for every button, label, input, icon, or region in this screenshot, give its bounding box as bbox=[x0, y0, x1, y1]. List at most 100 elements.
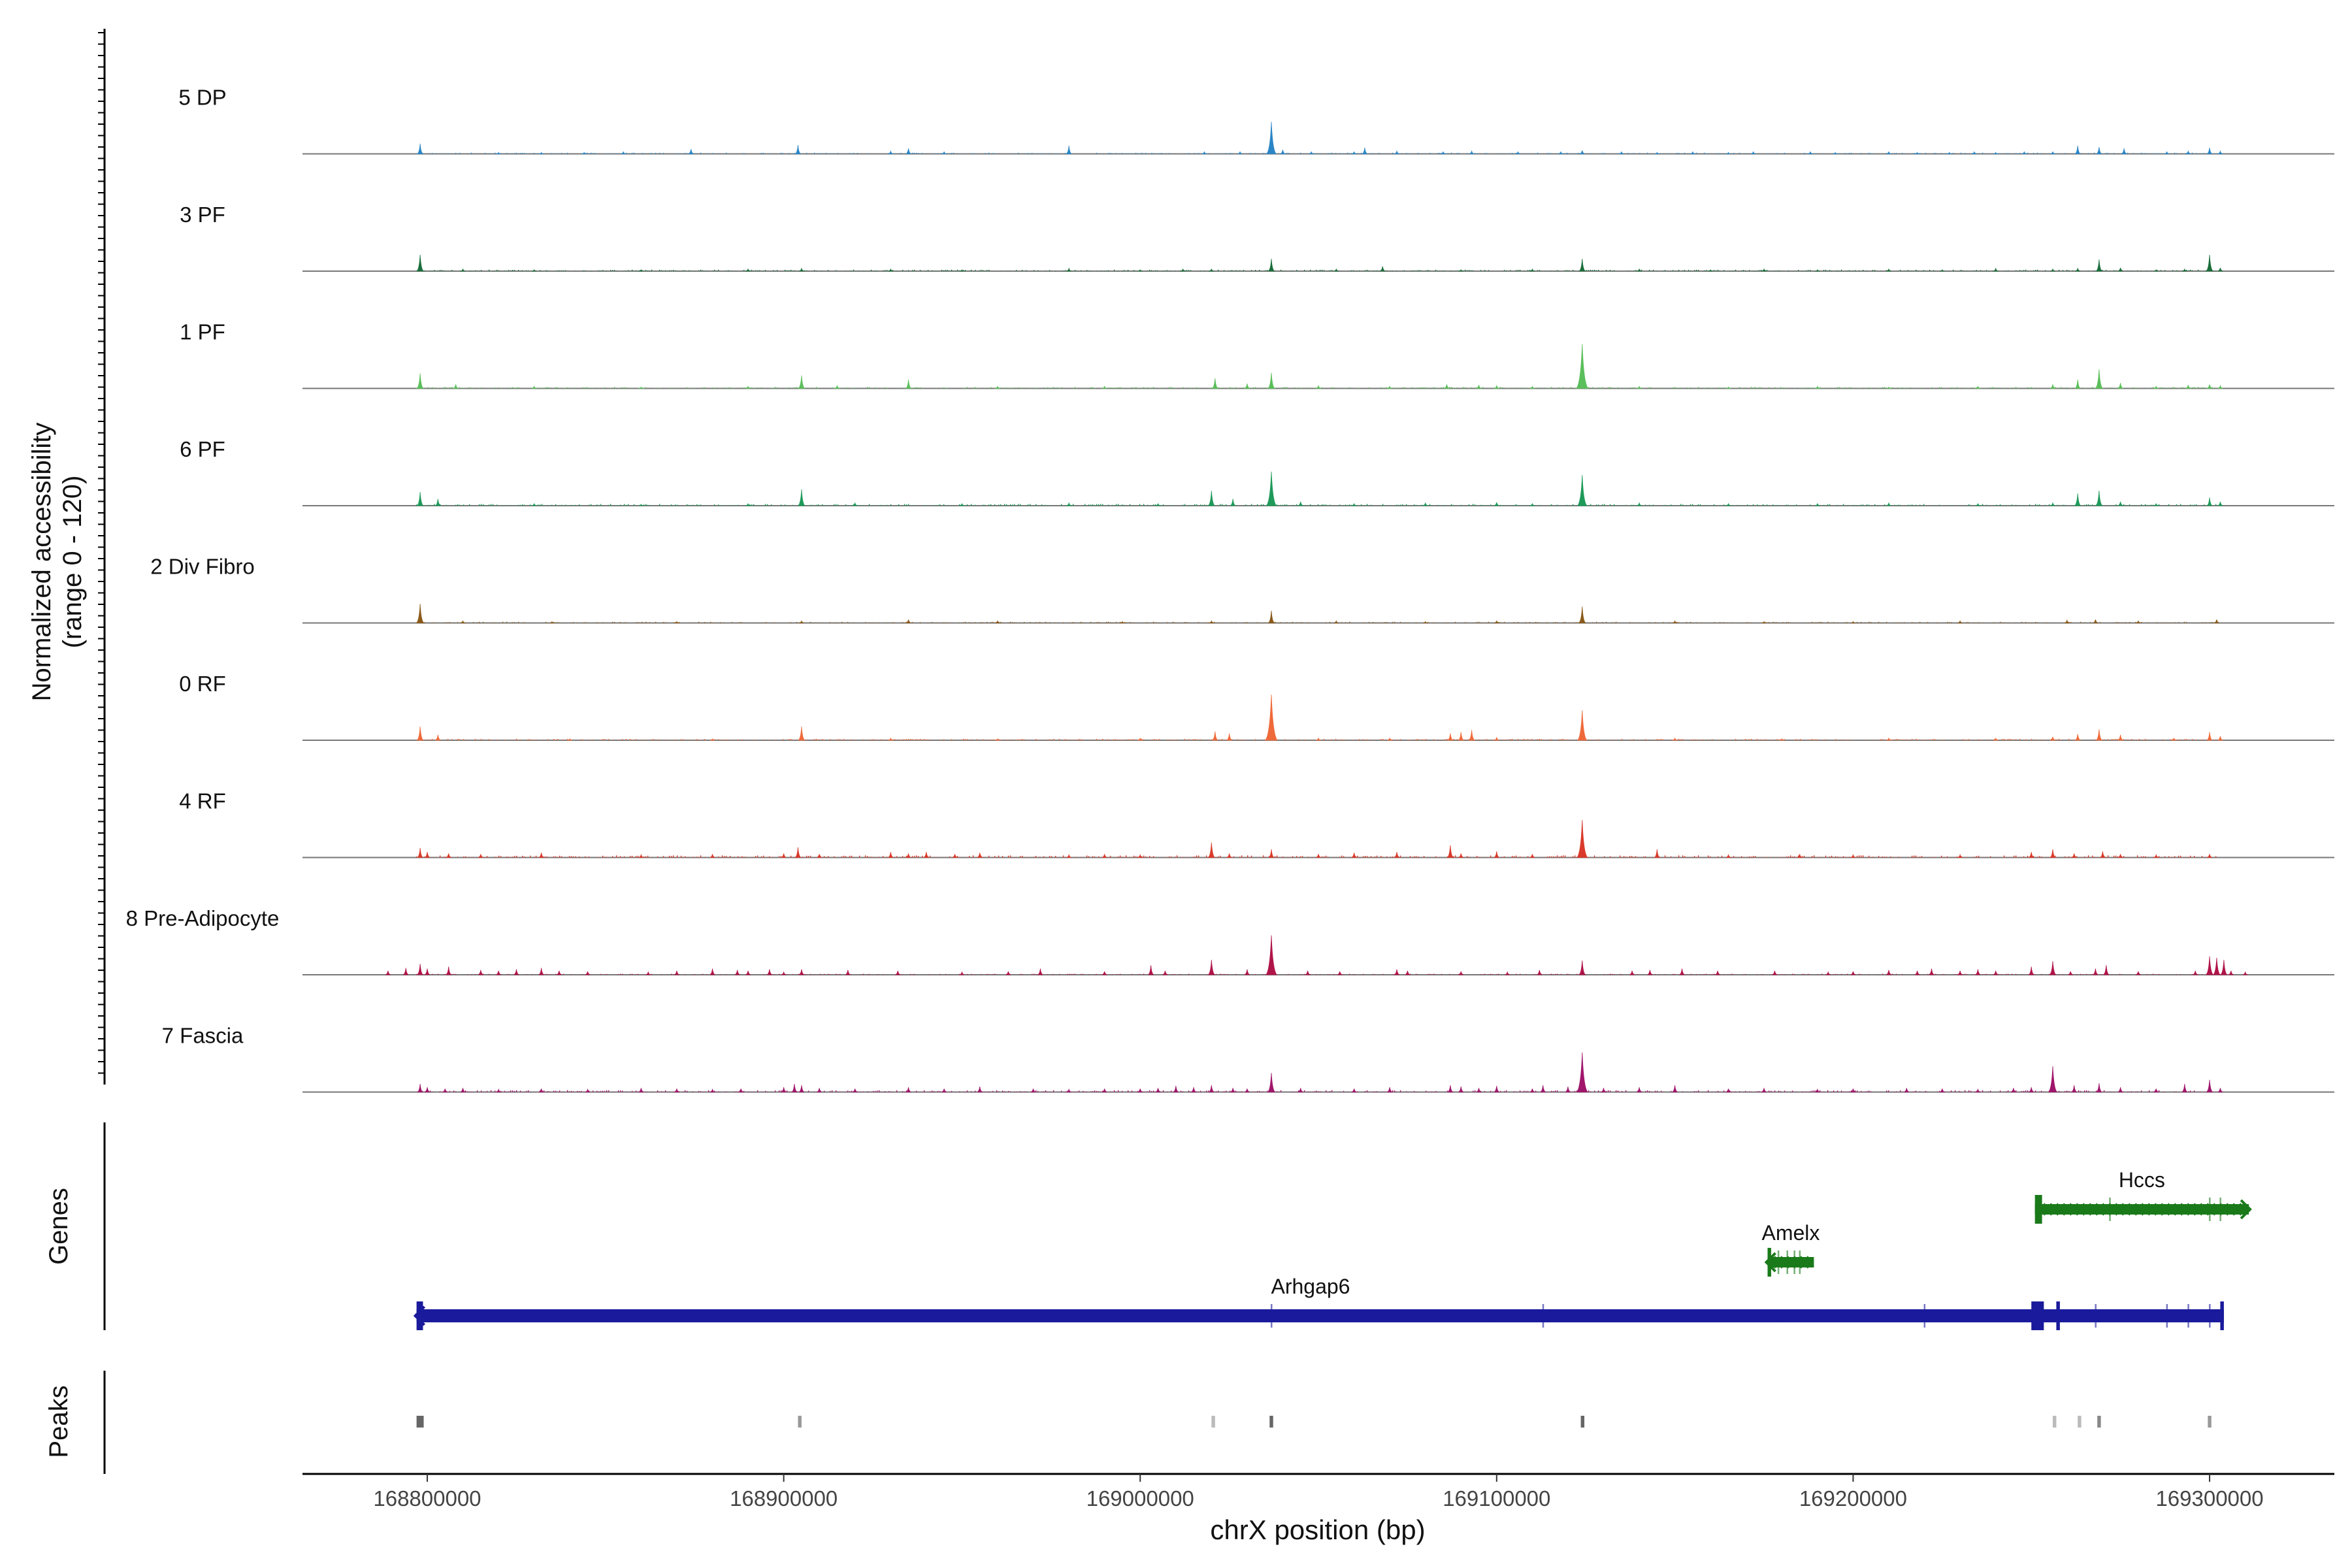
coverage-peak bbox=[1761, 621, 1767, 623]
coverage-peak bbox=[1387, 385, 1393, 389]
coverage-peak bbox=[2206, 384, 2213, 389]
coverage-peak bbox=[1637, 385, 1642, 389]
coverage-peak bbox=[1315, 854, 1322, 858]
coverage-peak bbox=[1266, 122, 1277, 154]
coverage-peak bbox=[1298, 501, 1303, 506]
coverage-peak bbox=[2029, 1087, 2034, 1092]
coverage-peak bbox=[1529, 854, 1535, 858]
coverage-peak bbox=[1362, 148, 1368, 154]
peak-region bbox=[1211, 1416, 1215, 1428]
coverage-peak bbox=[1209, 1085, 1215, 1092]
coverage-peak bbox=[2153, 269, 2159, 272]
coverage-peak bbox=[766, 969, 772, 975]
coverage-peak bbox=[1066, 267, 1072, 272]
coverage-peak bbox=[1102, 385, 1107, 389]
gene-exon bbox=[2031, 1301, 2044, 1330]
coverage-peak bbox=[1672, 1085, 1678, 1092]
coverage-peak bbox=[1946, 152, 1952, 154]
coverage-peak bbox=[1679, 968, 1685, 975]
coverage-peak bbox=[710, 968, 715, 975]
coverage-peak bbox=[2205, 254, 2214, 272]
coverage-peak bbox=[674, 621, 679, 623]
coverage-peak bbox=[1102, 971, 1107, 975]
coverage-peak bbox=[1351, 502, 1357, 506]
coverage-peak bbox=[1458, 1086, 1464, 1092]
coverage-peak bbox=[1807, 151, 1813, 154]
coverage-peak bbox=[1576, 475, 1588, 506]
coverage-peak bbox=[1226, 733, 1232, 741]
coverage-peak bbox=[688, 149, 694, 154]
coverage-peak bbox=[1102, 854, 1107, 858]
coverage-peak bbox=[1797, 854, 1803, 858]
coverage-peak bbox=[798, 969, 805, 975]
coverage-peak bbox=[1244, 384, 1250, 389]
coverage-peak bbox=[1914, 152, 1920, 154]
coverage-peak bbox=[1137, 269, 1143, 272]
coverage-peak bbox=[478, 970, 483, 975]
coverage-peak bbox=[1226, 853, 1232, 858]
coverage-peak bbox=[994, 620, 1000, 623]
coverage-peak bbox=[2095, 729, 2103, 741]
coverage-peak bbox=[2100, 851, 2106, 858]
coverage-peak bbox=[1529, 502, 1535, 506]
coverage-peak bbox=[1207, 491, 1216, 506]
coverage-peak bbox=[1814, 269, 1820, 272]
coverage-peak bbox=[549, 621, 555, 623]
coverage-peak bbox=[538, 1088, 544, 1092]
coverage-peak bbox=[2074, 145, 2081, 154]
genes-panel-label: Genes bbox=[44, 1188, 73, 1265]
track-label: 4 RF bbox=[179, 789, 226, 813]
coverage-peak bbox=[1244, 969, 1250, 975]
coverage-peak bbox=[1446, 845, 1454, 858]
coverage-peak bbox=[581, 152, 587, 154]
coverage-peak bbox=[1494, 736, 1499, 741]
coverage-peak bbox=[416, 604, 425, 623]
coverage-peak bbox=[1005, 971, 1011, 975]
coverage-peak bbox=[888, 268, 894, 272]
coverage-peak bbox=[531, 502, 537, 506]
coverage-peak bbox=[2075, 267, 2081, 272]
coverage-peak bbox=[1537, 970, 1543, 975]
coverage-peak bbox=[1993, 267, 1999, 272]
coverage-peak bbox=[1576, 344, 1589, 389]
coverage-peak bbox=[1494, 620, 1499, 623]
peak-region bbox=[416, 1416, 424, 1428]
coverage-peak bbox=[794, 847, 802, 858]
coverage-peak bbox=[1394, 969, 1400, 975]
coverage-peak bbox=[2117, 267, 2123, 272]
coverage-peak bbox=[416, 727, 425, 741]
coverage-peak bbox=[1458, 732, 1464, 741]
coverage-peak bbox=[798, 620, 804, 623]
coverage-peak bbox=[638, 1088, 644, 1092]
coverage-peak bbox=[1636, 1087, 1642, 1092]
coverage-peak bbox=[2217, 150, 2223, 154]
coverage-peak bbox=[1761, 268, 1767, 272]
coverage-peak bbox=[478, 854, 483, 858]
gene-minor-exon bbox=[2209, 1304, 2211, 1328]
coverage-peak bbox=[1265, 935, 1278, 975]
coverage-peak bbox=[2206, 854, 2213, 858]
coverage-peak bbox=[906, 853, 911, 858]
track-label: 2 Div Fibro bbox=[150, 555, 255, 579]
peak-region bbox=[2208, 1416, 2212, 1428]
coverage-peak bbox=[1207, 960, 1216, 975]
gene-minor-exon bbox=[2209, 1198, 2211, 1221]
coverage-y-ticks bbox=[98, 32, 105, 1074]
x-axis-ticks: 168800000 168900000 169000000 169100000 1692… bbox=[373, 1474, 2264, 1511]
coverage-peak bbox=[1957, 620, 1963, 623]
coverage-peak bbox=[1618, 151, 1624, 154]
track-label: 7 Fascia bbox=[162, 1024, 244, 1048]
coverage-peak bbox=[1458, 853, 1464, 858]
coverage-peak bbox=[2050, 384, 2056, 389]
coverage-peak bbox=[906, 1087, 911, 1092]
coverage-peak bbox=[1993, 970, 1999, 975]
coverage-peak bbox=[1814, 1088, 1820, 1092]
coverage-peak bbox=[2071, 1085, 2077, 1092]
coverage-peak bbox=[1386, 1087, 1393, 1092]
coverage-peak bbox=[2103, 965, 2110, 975]
coverage-peak bbox=[1469, 150, 1475, 154]
coverage-peak bbox=[1351, 853, 1357, 858]
coverage-peak bbox=[567, 738, 573, 741]
coverage-peak bbox=[2093, 619, 2099, 623]
coverage-peak bbox=[1244, 1088, 1250, 1092]
